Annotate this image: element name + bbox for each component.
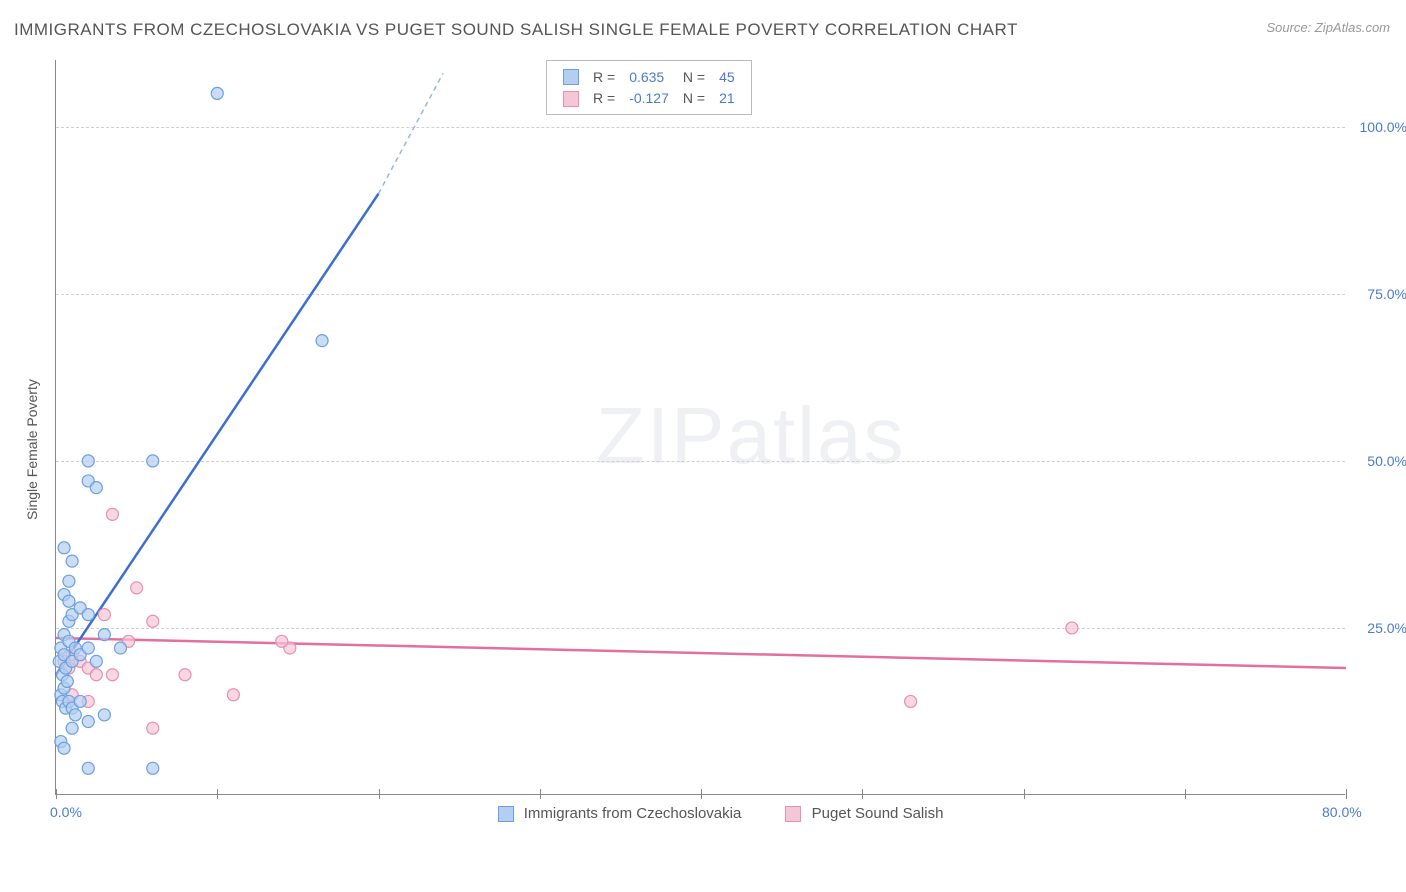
x-tick [862,789,863,799]
plot-area: ZIPatlas R = 0.635 N = 45 R = -0.127 N =… [55,60,1345,795]
y-tick-label: 100.0% [1360,119,1406,135]
x-tick [540,789,541,799]
source-label: Source: ZipAtlas.com [1266,20,1390,35]
swatch-b-bottom [785,806,801,822]
legend-series: Immigrants from Czechoslovakia Puget Sou… [56,805,1345,822]
x-tick [701,789,702,799]
x-tick [1024,789,1025,799]
n-label: N = [677,67,711,86]
y-tick-label: 75.0% [1367,286,1406,302]
y-axis-label: Single Female Poverty [24,379,40,520]
x-tick [1346,789,1347,799]
x-tick [217,789,218,799]
y-tick-label: 50.0% [1367,453,1406,469]
swatch-b [563,91,579,107]
x-tick [379,789,380,799]
chart-title: IMMIGRANTS FROM CZECHOSLOVAKIA VS PUGET … [14,20,1018,40]
r-label: R = [587,88,621,107]
legend-row-b: R = -0.127 N = 21 [557,88,741,107]
n-value-a: 45 [713,67,741,86]
r-value-a: 0.635 [623,67,675,86]
n-label: N = [677,88,711,107]
x-tick [56,789,57,799]
scatter-plot [56,60,1345,794]
r-value-b: -0.127 [623,88,675,107]
series-b-name: Puget Sound Salish [812,805,944,822]
n-value-b: 21 [713,88,741,107]
series-a-name: Immigrants from Czechoslovakia [524,805,742,822]
r-label: R = [587,67,621,86]
swatch-a [563,69,579,85]
legend-correlation: R = 0.635 N = 45 R = -0.127 N = 21 [546,60,752,115]
y-tick-label: 25.0% [1367,620,1406,636]
legend-row-a: R = 0.635 N = 45 [557,67,741,86]
swatch-a-bottom [498,806,514,822]
x-tick [1185,789,1186,799]
